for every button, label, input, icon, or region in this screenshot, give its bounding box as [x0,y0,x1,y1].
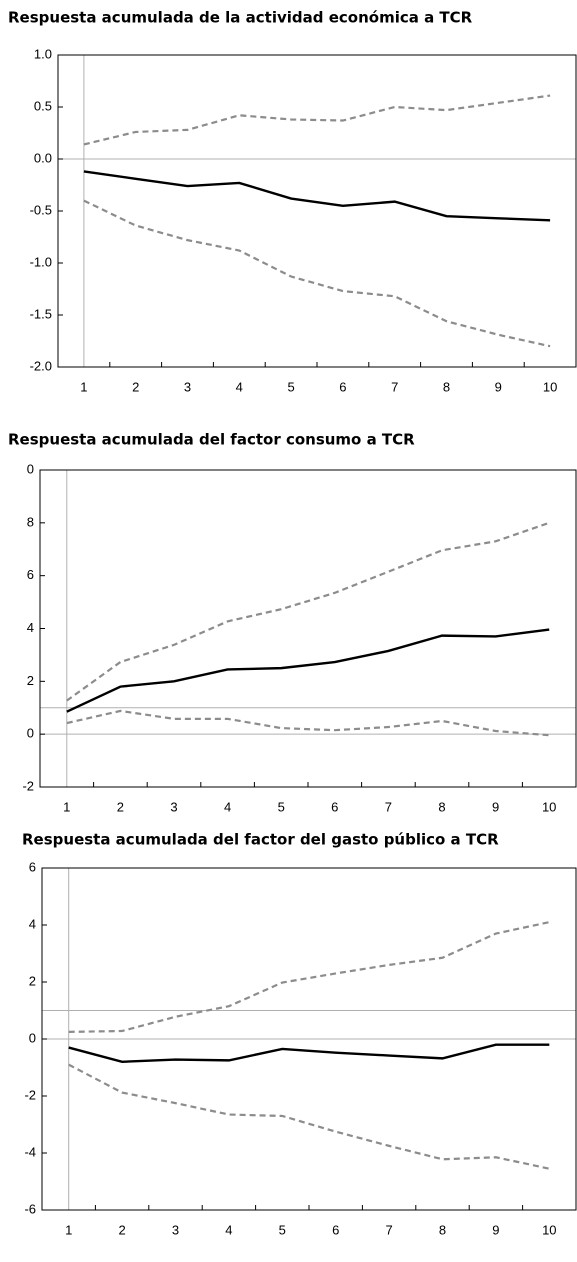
x-tick-label: 7 [385,799,392,814]
x-tick-label: 1 [80,379,87,394]
y-tick-label: -2 [22,778,34,793]
x-tick-label: 7 [391,379,398,394]
x-tick-label: 8 [438,799,445,814]
x-tick-label: 6 [331,799,338,814]
y-tick-label: 1.0 [34,46,52,61]
y-tick-label: 6 [29,859,36,874]
y-tick-label: 8 [27,514,34,529]
x-tick-label: 2 [117,799,124,814]
y-tick-label: -6 [24,1201,36,1216]
y-tick-label: -2.0 [30,358,52,373]
y-tick-label: -4 [24,1144,36,1159]
x-tick-label: 9 [492,799,499,814]
y-tick-label: 2 [29,973,36,988]
response-line [66,709,550,737]
x-tick-label: 3 [172,1222,179,1237]
x-tick-label: 4 [224,799,231,814]
x-tick-label: 3 [170,799,177,814]
x-tick-label: 5 [278,799,285,814]
y-tick-label: -2 [24,1087,36,1102]
y-tick-label: 0.5 [34,98,52,113]
x-tick-label: 3 [184,379,191,394]
x-tick-label: 4 [236,379,243,394]
response-line [68,1063,550,1170]
plot-frame [41,867,577,1211]
y-tick-label: 6 [27,567,34,582]
x-tick-label: 8 [443,379,450,394]
x-tick-label: 1 [65,1222,72,1237]
x-tick-label: 8 [439,1222,446,1237]
x-tick-label: 4 [225,1222,232,1237]
plot-frame [57,54,577,368]
x-tick-label: 6 [332,1222,339,1237]
x-tick-label: 7 [385,1222,392,1237]
response-line [83,170,551,222]
y-tick-label: -0.5 [30,202,52,217]
response-line [68,921,550,1033]
y-tick-label: 0 [27,461,34,476]
y-tick-label: -1.0 [30,254,52,269]
plot-frame [39,469,577,788]
x-tick-label: 1 [63,799,70,814]
x-tick-label: 9 [492,1222,499,1237]
y-tick-label: 0 [29,1030,36,1045]
x-tick-label: 10 [542,799,556,814]
x-tick-label: 5 [287,379,294,394]
chart-title: Respuesta acumulada del factor del gasto… [22,831,499,849]
x-tick-label: 10 [543,379,557,394]
response-line [83,199,551,348]
x-tick-label: 5 [279,1222,286,1237]
x-tick-label: 2 [118,1222,125,1237]
y-tick-label: 2 [27,673,34,688]
y-tick-label: 4 [29,916,36,931]
x-tick-label: 9 [495,379,502,394]
y-tick-label: 4 [27,620,34,635]
chart-title: Respuesta acumulada del factor consumo a… [8,431,415,449]
y-tick-label: 0.0 [34,150,52,165]
response-line [66,628,550,713]
response-line [66,521,550,702]
response-line [68,1043,550,1064]
y-tick-label: 0 [27,726,34,741]
response-line [83,94,551,146]
x-tick-label: 6 [339,379,346,394]
x-tick-label: 2 [132,379,139,394]
x-tick-label: 10 [542,1222,556,1237]
y-tick-label: -1.5 [30,306,52,321]
chart-title: Respuesta acumulada de la actividad econ… [8,9,473,27]
